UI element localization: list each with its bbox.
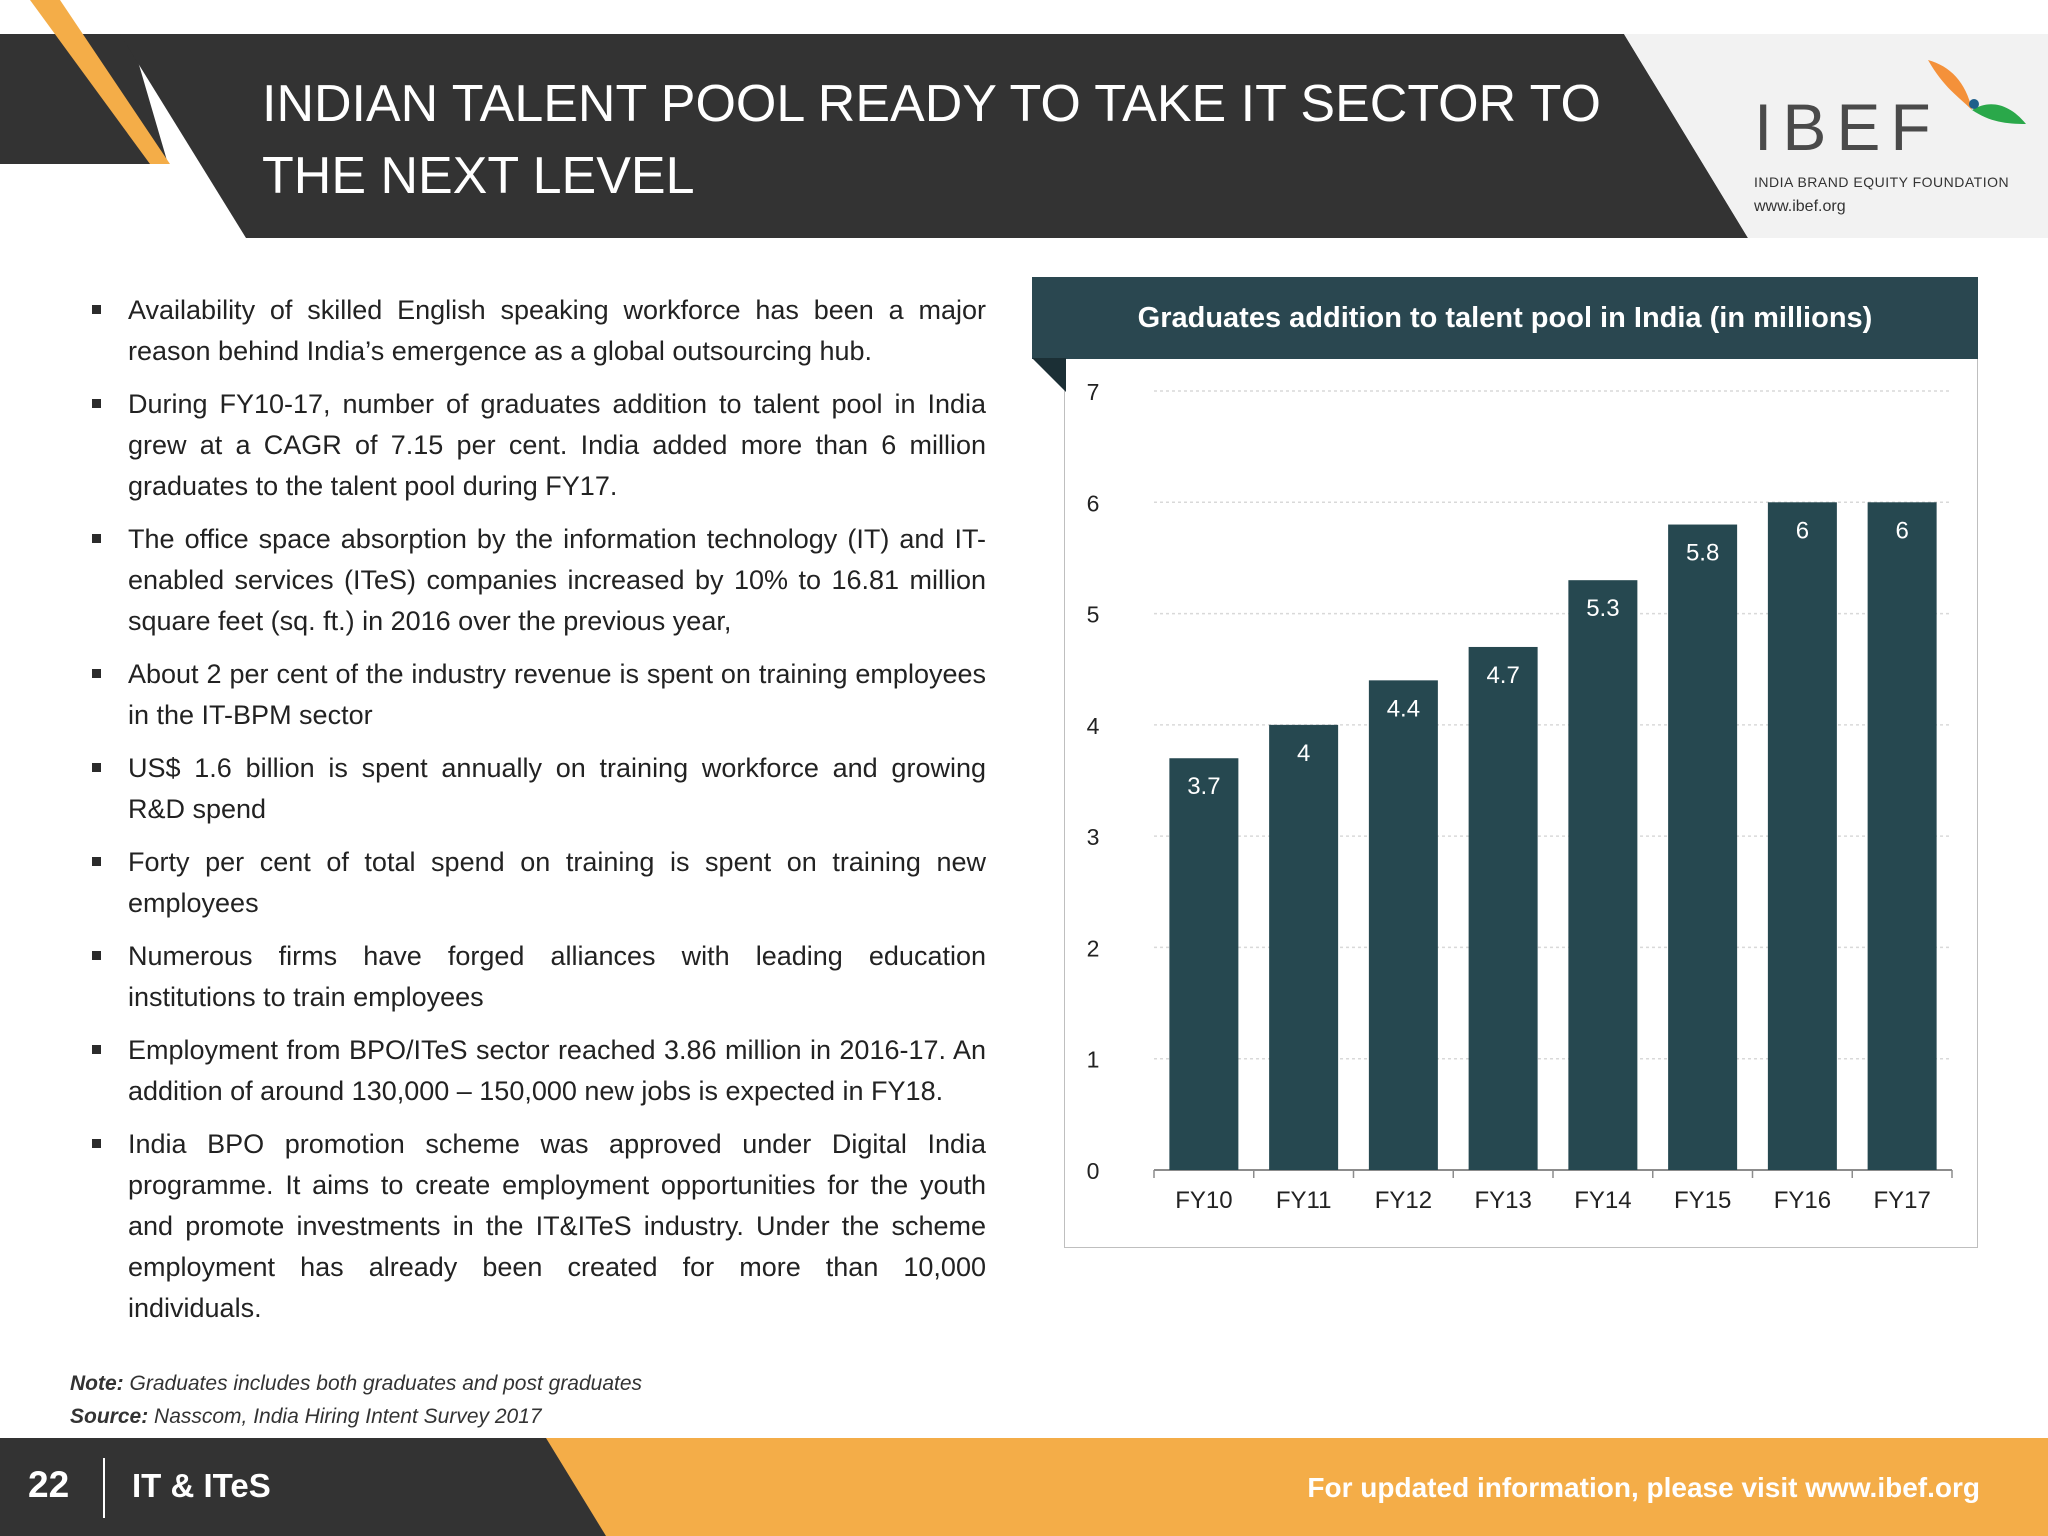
bullet-text: Availability of skilled English speaking…: [128, 295, 986, 366]
y-tick-label: 5: [1087, 602, 1100, 628]
bullet-item: US$ 1.6 billion is spent annually on tra…: [90, 748, 986, 830]
data-label: 6: [1796, 517, 1809, 544]
bird-logo-icon: [1928, 60, 2026, 124]
y-tick-label: 6: [1087, 490, 1100, 516]
note-line: Note: Graduates includes both graduates …: [70, 1372, 642, 1396]
bullet-item: Forty per cent of total spend on trainin…: [90, 842, 986, 924]
bullet-marker-icon: [92, 763, 101, 772]
bullet-item: About 2 per cent of the industry revenue…: [90, 654, 986, 736]
bullet-text: India BPO promotion scheme was approved …: [128, 1129, 986, 1323]
logo-url: www.ibef.org: [1754, 198, 1846, 215]
section-name: IT & ITeS: [132, 1467, 271, 1504]
x-tick-label: FY12: [1375, 1187, 1432, 1214]
footer-divider: [103, 1458, 105, 1518]
bar-chart: 0 1 2 3 4 5 6 7 3.7 FY10 4 FY11 4.4 FY12 4.7 FY13 5.3 FY1…: [1087, 379, 1953, 1214]
logo-wordmark: IBEF: [1754, 90, 1941, 164]
bar-fy12: [1368, 680, 1438, 1170]
bullet-marker-icon: [92, 1139, 101, 1148]
page-title-line-2: THE NEXT LEVEL: [262, 147, 695, 205]
bullet-item: India BPO promotion scheme was approved …: [90, 1124, 986, 1329]
y-tick-label: 4: [1087, 713, 1100, 739]
y-tick-label: 2: [1087, 935, 1100, 961]
page-title: INDIAN TALENT POOL READY TO TAKE IT SECT…: [262, 68, 1642, 212]
bar-fy10: [1169, 758, 1239, 1170]
bar-fy15: [1668, 524, 1738, 1170]
footer-website-link[interactable]: For updated information, please visit ww…: [1307, 1472, 1980, 1503]
logo-subtitle: INDIA BRAND EQUITY FOUNDATION: [1754, 174, 2010, 190]
data-label: 5.8: [1686, 540, 1719, 567]
x-tick-label: FY17: [1873, 1187, 1930, 1214]
x-tick-label: FY11: [1276, 1187, 1332, 1214]
data-label: 4: [1297, 740, 1310, 767]
data-label: 5.3: [1586, 595, 1619, 622]
bullet-item: Availability of skilled English speaking…: [90, 290, 986, 372]
page-title-line-1: INDIAN TALENT POOL READY TO TAKE IT SECT…: [262, 75, 1601, 133]
note-text: Graduates includes both graduates and po…: [129, 1372, 643, 1395]
page-number: 22: [28, 1464, 70, 1505]
bullet-item: The office space absorption by the infor…: [90, 519, 986, 642]
header-logo-panel: [1624, 34, 2048, 238]
bullet-marker-icon: [92, 857, 101, 866]
bullet-marker-icon: [92, 1045, 101, 1054]
bullet-marker-icon: [92, 951, 101, 960]
bullet-list: Availability of skilled English speaking…: [90, 290, 986, 1341]
bullet-item: During FY10-17, number of graduates addi…: [90, 384, 986, 507]
chart-title: Graduates addition to talent pool in Ind…: [1032, 277, 1978, 359]
source-label: Source:: [70, 1405, 149, 1428]
note-label: Note:: [70, 1372, 124, 1395]
x-tick-label: FY13: [1474, 1187, 1531, 1214]
source-line: Source: Nasscom, India Hiring Intent Sur…: [70, 1405, 542, 1429]
footer-band: [0, 1438, 2048, 1536]
footer-dark-block: [0, 1438, 606, 1536]
source-text: Nasscom, India Hiring Intent Survey 2017: [154, 1405, 542, 1428]
y-tick-label: 0: [1087, 1158, 1100, 1184]
header-band: [0, 0, 2048, 245]
bullet-marker-icon: [92, 305, 101, 314]
bullet-text: Employment from BPO/ITeS sector reached …: [128, 1035, 986, 1106]
bar-fy17: [1867, 502, 1937, 1170]
bullet-marker-icon: [92, 534, 101, 543]
bullet-text: About 2 per cent of the industry revenue…: [128, 659, 986, 730]
bullet-marker-icon: [92, 399, 101, 408]
x-tick-label: FY16: [1774, 1187, 1831, 1214]
bullet-item: Numerous firms have forged alliances wit…: [90, 936, 986, 1018]
y-tick-label: 3: [1087, 824, 1100, 850]
bullet-item: Employment from BPO/ITeS sector reached …: [90, 1030, 986, 1112]
bar-fy16: [1767, 502, 1837, 1170]
header-dark-band: [120, 34, 1748, 238]
chart-header-fold: [1032, 358, 1066, 392]
y-tick-label: 7: [1087, 379, 1100, 405]
bullet-text: During FY10-17, number of graduates addi…: [128, 389, 986, 501]
bullet-marker-icon: [92, 669, 101, 678]
data-label: 3.7: [1187, 773, 1220, 800]
ibef-logo: IBEF INDIA BRAND EQUITY FOUNDATION www.i…: [1740, 52, 2030, 232]
header-orange-stripe: [30, 0, 170, 164]
x-tick-label: FY10: [1175, 1187, 1232, 1214]
bullet-text: Forty per cent of total spend on trainin…: [128, 847, 986, 918]
header-left-block: [0, 34, 168, 164]
bullet-text: US$ 1.6 billion is spent annually on tra…: [128, 753, 986, 824]
bullet-text: The office space absorption by the infor…: [128, 524, 986, 636]
bar-fy14: [1568, 580, 1638, 1170]
x-tick-label: FY15: [1674, 1187, 1731, 1214]
bullet-text: Numerous firms have forged alliances wit…: [128, 941, 986, 1012]
bar-fy11: [1269, 724, 1339, 1170]
bar-fy13: [1468, 646, 1538, 1170]
y-tick-label: 1: [1087, 1047, 1100, 1073]
data-label: 4.7: [1486, 662, 1519, 689]
data-label: 4.4: [1387, 695, 1420, 722]
x-tick-label: FY14: [1574, 1187, 1631, 1214]
data-label: 6: [1895, 517, 1908, 544]
